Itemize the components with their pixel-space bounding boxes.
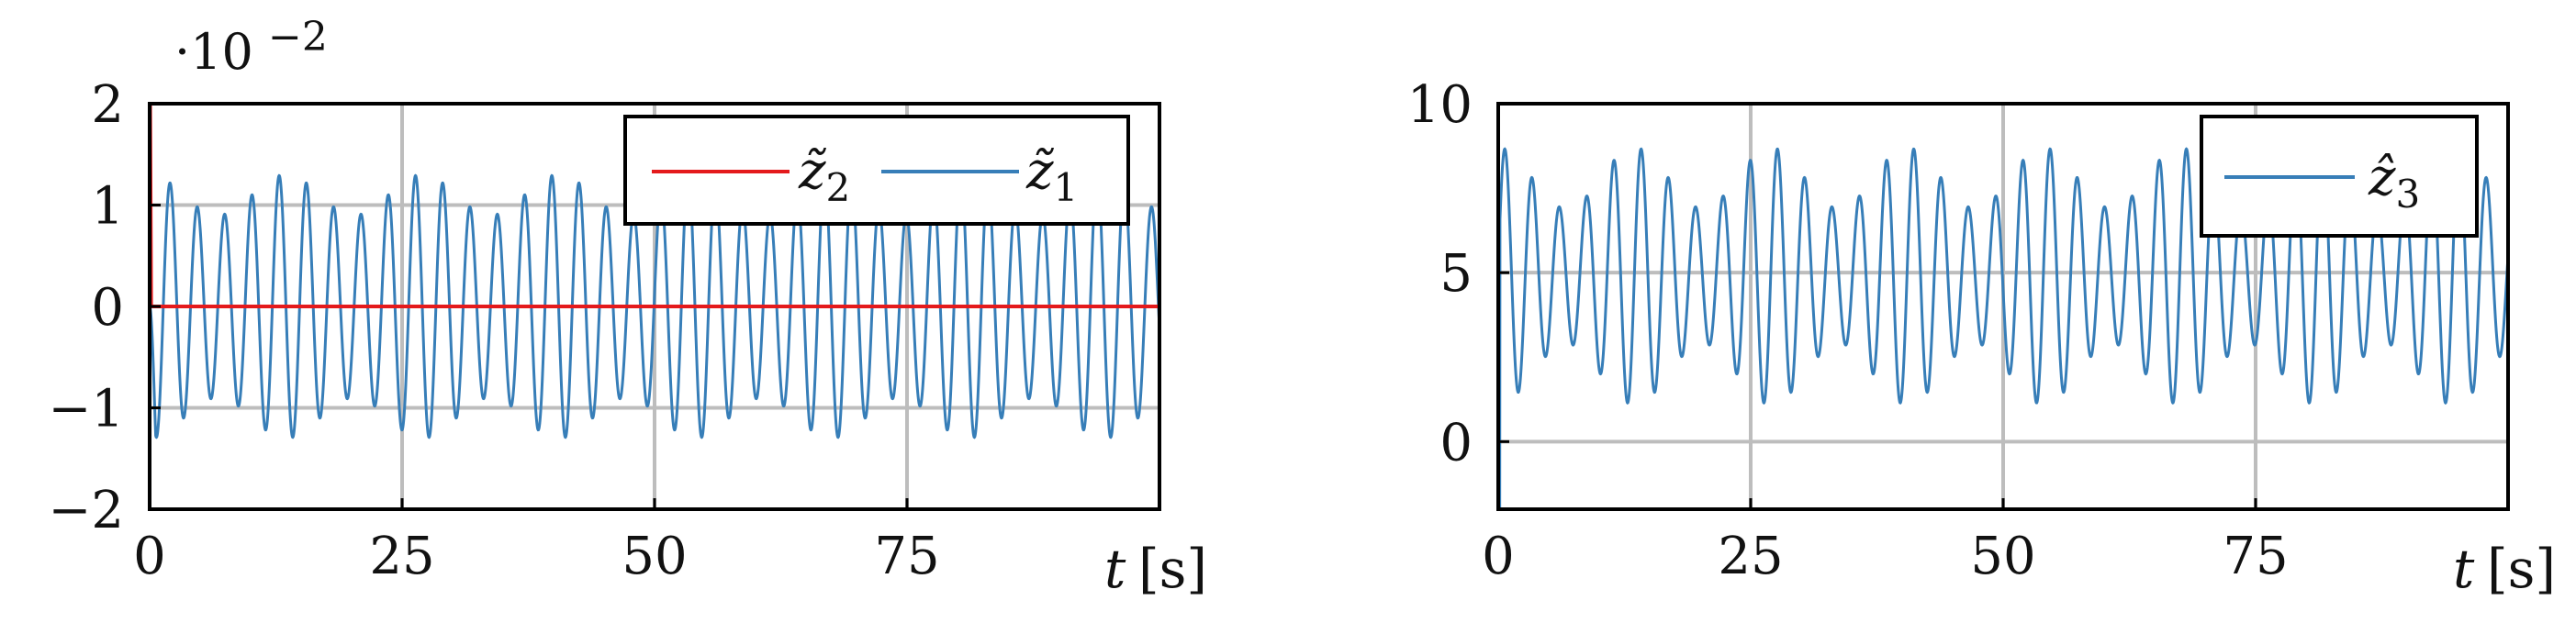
- x-tick-label: 75: [2223, 527, 2288, 586]
- legend-right: ẑ3: [2200, 115, 2479, 238]
- y-tick-label: −1: [48, 380, 124, 439]
- x-tick-label: 25: [369, 527, 434, 586]
- series-group-right: [1498, 147, 2510, 510]
- y-tick-label: 10: [1407, 75, 1473, 135]
- y-tick-label: −2: [48, 481, 124, 540]
- x-tick-label: 75: [874, 527, 939, 586]
- legend-label-z2: z̃2: [798, 141, 850, 210]
- y-scale-exponent-left: −2: [268, 14, 328, 61]
- x-axis-unit-right: [s]: [2487, 538, 2556, 600]
- y-ticks-right: 10 5 0: [1407, 75, 1509, 473]
- x-ticks-left: 0 25 50 75: [133, 498, 940, 586]
- x-tick-label: 0: [1482, 527, 1515, 586]
- x-axis-var-left: t: [1104, 538, 1126, 600]
- series-line-z3: [1498, 147, 2510, 510]
- y-tick-label: 0: [1439, 413, 1473, 473]
- legend-label-z1: z̃1: [1025, 141, 1078, 210]
- x-axis-label-right: t [s]: [2453, 538, 2556, 600]
- y-tick-label: 2: [91, 75, 124, 135]
- y-ticks-left: 2 1 0 −1 −2: [48, 75, 161, 540]
- legend-left: z̃2 z̃1: [623, 115, 1130, 226]
- x-tick-label: 50: [1970, 527, 2035, 586]
- y-tick-label: 0: [91, 278, 124, 338]
- y-tick-label: 1: [91, 177, 124, 237]
- x-axis-label-left: t [s]: [1104, 538, 1207, 600]
- x-axis-unit-left: [s]: [1138, 538, 1207, 600]
- x-ticks-right: 0 25 50 75: [1482, 498, 2289, 586]
- x-tick-label: 25: [1718, 527, 1783, 586]
- x-tick-label: 0: [133, 527, 166, 586]
- legend-label-z3: ẑ3: [2368, 148, 2420, 217]
- y-tick-label: 5: [1439, 244, 1473, 304]
- x-tick-label: 50: [622, 527, 687, 586]
- x-axis-var-right: t: [2453, 538, 2475, 600]
- chart-left: 0 25 50 75 2 1 0 −1 −2 ·10 −2 t [s] z̃2 z̃1: [48, 14, 1207, 600]
- y-scale-multiplier-left: ·10: [174, 23, 253, 81]
